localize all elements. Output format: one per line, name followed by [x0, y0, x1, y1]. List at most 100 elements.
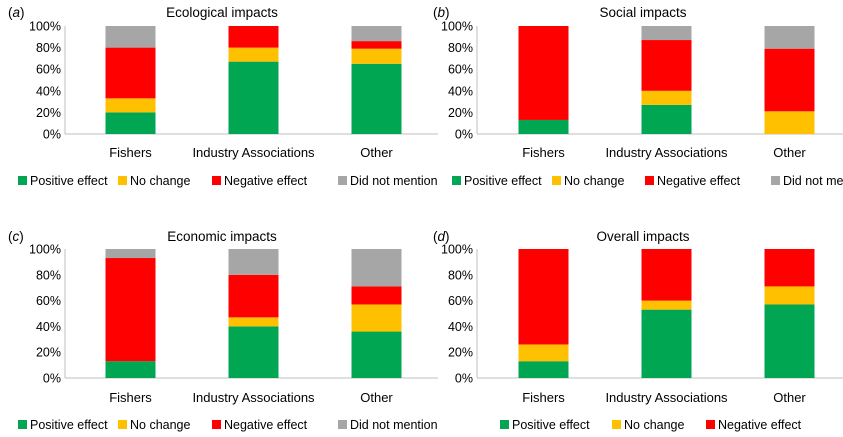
legend-swatch [706, 420, 715, 429]
bar-segment [518, 361, 569, 378]
y-tick-label: 20% [448, 346, 473, 360]
bar-segment [518, 26, 569, 120]
x-tick-label: Other [360, 390, 393, 405]
legend-label: Positive effect [464, 174, 542, 188]
bar-segment [351, 63, 402, 134]
chart-title: Economic impacts [167, 229, 277, 244]
legend-item: No change [118, 174, 191, 188]
legend-swatch [118, 176, 127, 185]
x-tick-label: Fishers [109, 145, 152, 160]
y-tick-label: 80% [36, 268, 61, 282]
legend-item: Negative effect [706, 418, 802, 432]
legend-label: Negative effect [224, 418, 308, 432]
legend-swatch [500, 420, 509, 429]
legend-swatch [552, 176, 561, 185]
legend-label: Did not mention [350, 418, 438, 432]
bar-segment [351, 304, 402, 332]
bar-segment [105, 258, 156, 362]
legend-item: Negative effect [212, 418, 308, 432]
bar-segment [228, 47, 279, 62]
legend-label: Negative effect [718, 418, 802, 432]
y-tick-label: 80% [448, 268, 473, 282]
bar-segment [105, 112, 156, 134]
legend-item: Positive effect [18, 174, 108, 188]
panel-letter-char: c [13, 229, 20, 244]
x-tick-label: Other [773, 145, 806, 160]
bar-segment [351, 41, 402, 49]
bar-segment [105, 361, 156, 378]
chart-panel-c: (c) Economic impacts 0% 20% 40% 60% 80% 100% Fis… [8, 229, 438, 432]
bar-segment [641, 300, 692, 310]
bar-segment [641, 90, 692, 105]
legend-item: Negative effect [645, 174, 741, 188]
bar-segment [764, 286, 815, 305]
legend-item: Positive effect [500, 418, 590, 432]
legend-swatch [771, 176, 780, 185]
y-tick-label: 80% [36, 41, 61, 55]
chart-title: Ecological impacts [166, 5, 278, 20]
y-tick-label: 100% [29, 20, 61, 34]
chart-panel-a: (a) Ecological impacts 0% 20% 40% 60% 80% 100% F… [8, 5, 438, 188]
bar-segment [228, 317, 279, 327]
legend-label: Did not mention [783, 174, 843, 188]
y-tick-label: 60% [448, 294, 473, 308]
bar-segment [764, 304, 815, 378]
y-tick-label: 80% [448, 41, 473, 55]
y-tick-label: 60% [448, 63, 473, 77]
chart-panel-d: (d) Overall impacts 0% 20% 40% 60% 80% 100% Fish… [433, 229, 843, 432]
legend-label: Positive effect [30, 174, 108, 188]
legend-swatch [18, 420, 27, 429]
bar-segment [641, 40, 692, 91]
legend-swatch [338, 176, 347, 185]
x-tick-label: Fishers [109, 390, 152, 405]
bar-segment [641, 104, 692, 134]
x-tick-label: Industry Associations [192, 145, 315, 160]
legend-swatch [118, 420, 127, 429]
bar-segment [641, 249, 692, 301]
y-tick-label: 60% [36, 63, 61, 77]
y-tick-label: 0% [43, 372, 61, 386]
x-tick-label: Fishers [522, 145, 565, 160]
panel-letter-char: b [438, 5, 446, 20]
legend-swatch [452, 176, 461, 185]
legend-swatch [212, 176, 221, 185]
x-tick-label: Other [360, 145, 393, 160]
bar-segment [105, 249, 156, 259]
bar-segment [351, 286, 402, 305]
y-tick-label: 40% [448, 320, 473, 334]
bar-segment [105, 98, 156, 113]
legend-label: Negative effect [657, 174, 741, 188]
bar-segment [764, 26, 815, 49]
bar-segment [228, 26, 279, 48]
legend-label: Positive effect [30, 418, 108, 432]
y-tick-label: 20% [36, 106, 61, 120]
legend-item: Negative effect [212, 174, 308, 188]
legend-item: Positive effect [452, 174, 542, 188]
bar-segment [641, 26, 692, 41]
legend-label: Positive effect [512, 418, 590, 432]
legend-label: No change [130, 174, 191, 188]
bar-segment [105, 26, 156, 48]
panel-letter: (d) [433, 229, 450, 244]
bar-segment [228, 274, 279, 318]
legend-item: No change [118, 418, 191, 432]
legend-swatch [612, 420, 621, 429]
x-tick-label: Industry Associations [192, 390, 315, 405]
x-tick-label: Other [773, 390, 806, 405]
chart-panel-b: (b) Social impacts 0% 20% 40% 60% 80% 100% Fishe… [433, 5, 843, 188]
x-tick-label: Industry Associations [605, 145, 728, 160]
y-tick-label: 100% [441, 20, 473, 34]
legend-swatch [645, 176, 654, 185]
bar-segment [764, 48, 815, 112]
y-tick-label: 40% [36, 84, 61, 98]
bar-segment [764, 249, 815, 287]
legend-label: No change [130, 418, 191, 432]
bar-segment [351, 48, 402, 64]
legend-label: No change [624, 418, 685, 432]
bar-segment [641, 309, 692, 378]
bar-segment [764, 111, 815, 134]
panel-letter-char: a [13, 5, 21, 20]
y-tick-label: 40% [448, 84, 473, 98]
y-tick-label: 100% [29, 243, 61, 257]
